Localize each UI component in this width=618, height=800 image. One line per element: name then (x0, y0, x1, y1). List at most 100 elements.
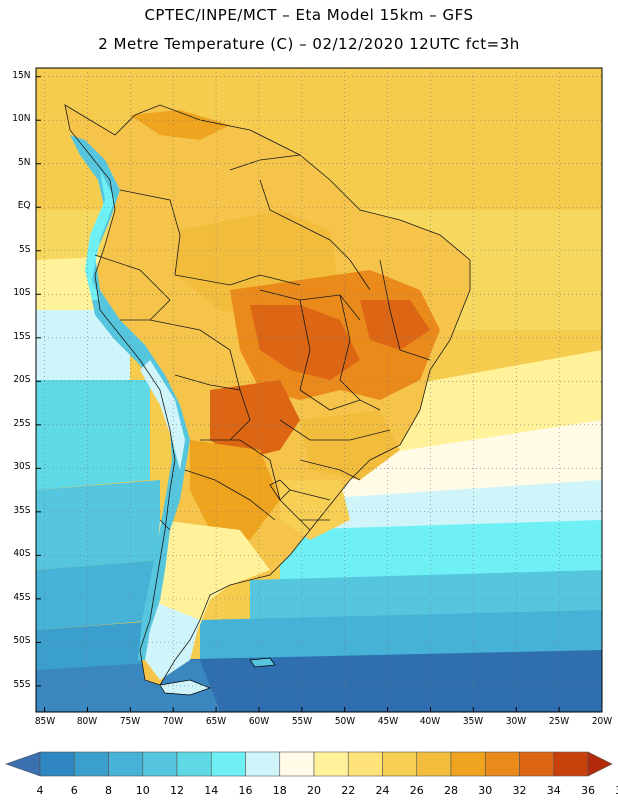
lon-label: 55W (291, 716, 313, 727)
legend-value: 34 (546, 784, 561, 797)
country-border (174, 274, 301, 286)
lat-label: 45S (13, 591, 31, 603)
legend-swatch (347, 751, 383, 777)
country-border (159, 519, 171, 531)
country-border (259, 179, 301, 226)
state-border (279, 419, 391, 441)
lon-label: 70W (163, 716, 184, 727)
andes-region (85, 170, 115, 300)
country-border (200, 439, 281, 501)
country-border (229, 154, 301, 171)
graticule (36, 68, 602, 712)
andes-region (140, 360, 185, 470)
legend-value: 32 (512, 784, 527, 797)
legend-value: 36 (581, 784, 595, 797)
country-border (119, 189, 181, 276)
lat-label: 30S (13, 461, 31, 473)
legend-value: 6 (70, 784, 78, 797)
legend-swatch (39, 751, 75, 777)
lat-label: 15N (12, 69, 31, 81)
legend-swatch (108, 751, 144, 777)
lon-label: 40W (420, 716, 441, 727)
legend-arrow-high (587, 751, 613, 777)
mild-region (300, 410, 400, 480)
legend-swatch (279, 751, 315, 777)
lat-label: 25S (13, 417, 31, 429)
lat-label: 15S (13, 330, 31, 342)
andes-region (70, 135, 190, 660)
country-border (149, 319, 241, 391)
state-border (399, 349, 431, 361)
legend-value: 4 (36, 784, 44, 797)
legend-swatch (484, 751, 520, 777)
lon-label: 30W (506, 716, 527, 727)
ocean-band (36, 560, 160, 630)
legend-swatch (142, 751, 178, 777)
lat-label: 5S (19, 243, 31, 255)
ocean-band (36, 480, 160, 570)
legend-swatch (210, 751, 246, 777)
state-border (289, 489, 331, 501)
state-border (299, 299, 311, 391)
lake (269, 479, 291, 501)
legend-swatch (313, 751, 349, 777)
ocean-band (36, 380, 150, 490)
temperature-map (35, 67, 603, 713)
legend-value: 18 (272, 784, 287, 797)
lat-label: 20S (13, 374, 31, 386)
legend-swatch (553, 751, 589, 777)
lon-label: 65W (205, 716, 227, 727)
mild-region (280, 480, 350, 540)
lon-label: 25W (548, 716, 570, 727)
legend-value: 14 (204, 784, 219, 797)
lon-label: 50W (334, 716, 355, 727)
legend-arrow-low (5, 751, 41, 777)
lat-label: 40S (13, 548, 31, 560)
country-border (184, 469, 276, 521)
map-subtitle: 2 Metre Temperature (C) – 02/12/2020 12U… (98, 35, 520, 53)
legend-swatch (416, 751, 452, 777)
legend-value: 30 (478, 784, 493, 797)
legend-value: 12 (170, 784, 184, 797)
state-border (259, 289, 361, 321)
country-border (174, 374, 251, 441)
state-border (299, 224, 371, 291)
lon-label: 35W (463, 716, 484, 727)
lat-label: 10S (13, 287, 31, 299)
legend-swatch (382, 751, 418, 777)
legend-value: 22 (341, 784, 356, 797)
ocean-band (150, 650, 602, 712)
map-title: CPTEC/INPE/MCT – Eta Model 15km – GFS (144, 6, 474, 24)
lon-label: 20W (591, 716, 613, 727)
lat-label: EQ (17, 200, 31, 212)
lon-label: 45W (377, 716, 398, 727)
lon-label: 85W (34, 716, 55, 727)
state-border (379, 259, 401, 351)
island (249, 657, 276, 668)
lat-label: 10N (12, 113, 31, 125)
legend-value: 28 (444, 784, 458, 797)
map-frame (35, 67, 603, 713)
lat-label: 5N (18, 156, 31, 168)
legend-value: 10 (135, 784, 150, 797)
legend-swatch (176, 751, 212, 777)
legend-value: 26 (409, 784, 424, 797)
legend-value: 16 (238, 784, 253, 797)
warm-region (190, 440, 280, 540)
state-border (299, 459, 361, 481)
lat-label: 55S (13, 678, 31, 690)
legend-value: 24 (375, 784, 390, 797)
island (159, 679, 211, 696)
hot-core-region (250, 305, 360, 380)
lon-label: 80W (77, 716, 98, 727)
country-border (94, 254, 171, 321)
axis-ticks (36, 76, 603, 712)
legend-swatch (245, 751, 281, 777)
lat-label: 50S (13, 635, 31, 647)
legend-value: 38 (610, 784, 618, 797)
lat-label: 35S (13, 504, 31, 516)
lon-label: 60W (248, 716, 270, 727)
legend-value: 20 (307, 784, 321, 797)
legend-swatch (519, 751, 555, 777)
lon-label: 75W (120, 716, 141, 727)
